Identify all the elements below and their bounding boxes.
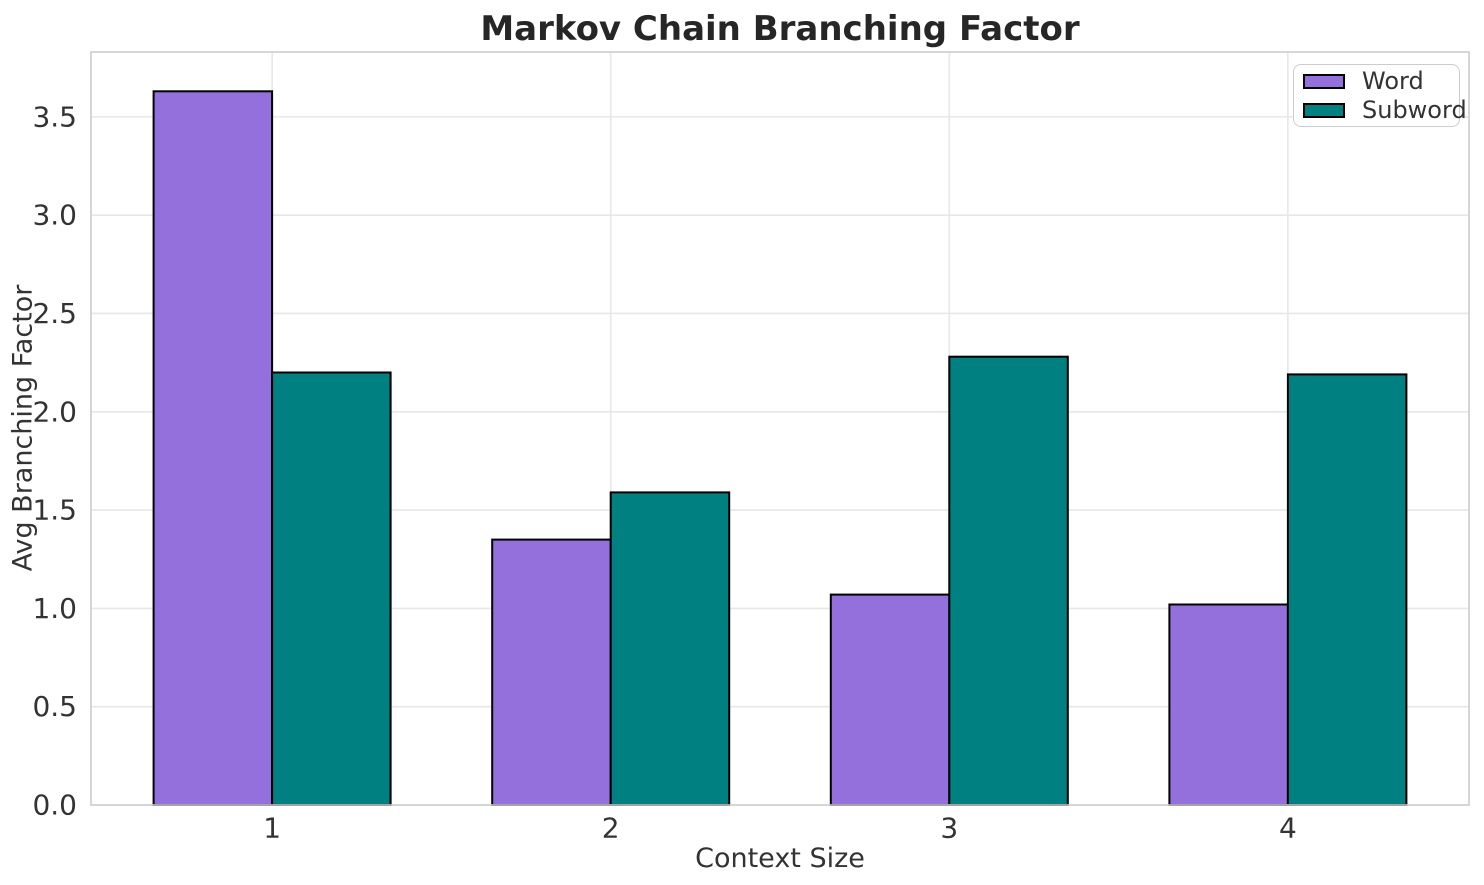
- legend-label-word: Word: [1362, 67, 1424, 95]
- legend-item-word: Word: [1294, 67, 1459, 95]
- y-tick-label: 1.0: [32, 592, 77, 625]
- chart-title: Markov Chain Branching Factor: [480, 9, 1080, 49]
- bar-word-1: [152, 90, 274, 807]
- x-tick-label: 2: [602, 812, 620, 845]
- x-tick-label: 1: [263, 812, 281, 845]
- y-tick-label: 0.0: [32, 789, 77, 822]
- bar-subword-4: [1286, 373, 1408, 806]
- bar-word-4: [1168, 603, 1289, 806]
- bar-word-2: [491, 538, 612, 806]
- x-axis-label: Context Size: [695, 843, 865, 874]
- legend-swatch-subword: [1303, 102, 1345, 118]
- y-tick-label: 0.5: [32, 690, 77, 723]
- x-tick-label: 4: [1279, 812, 1297, 845]
- y-tick-label: 3.0: [32, 199, 77, 232]
- y-axis-label: Avg Branching Factor: [7, 284, 39, 572]
- legend-label-subword: Subword: [1362, 96, 1467, 124]
- bar-subword-1: [271, 371, 392, 806]
- plot-border: [90, 51, 1470, 806]
- y-tick-label: 2.5: [32, 297, 77, 330]
- y-tick-label: 1.5: [32, 494, 77, 527]
- legend-swatch-word: [1303, 73, 1345, 89]
- y-tick-label: 3.5: [32, 100, 77, 133]
- legend-item-subword: Subword: [1294, 98, 1467, 122]
- bar-word-3: [829, 593, 951, 806]
- x-tick-label: 3: [940, 812, 958, 845]
- bar-subword-2: [609, 491, 731, 806]
- legend: Word Subword: [1293, 64, 1467, 127]
- y-tick-label: 2.0: [32, 395, 77, 428]
- bar-subword-3: [948, 355, 1069, 806]
